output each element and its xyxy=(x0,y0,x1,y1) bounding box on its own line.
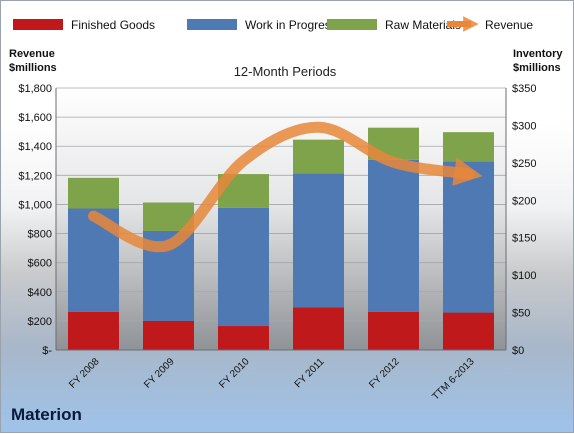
plot-area xyxy=(56,88,506,350)
bar-work-in-progress xyxy=(293,173,344,308)
legend-label-raw-materials: Raw Materials xyxy=(385,18,461,32)
right-tick-label: $50 xyxy=(512,308,530,320)
left-tick-label: $1,800 xyxy=(18,83,52,95)
left-tick-label: $400 xyxy=(28,287,52,299)
right-tick-label: $300 xyxy=(512,120,536,132)
right-axis-label-line2: $millions xyxy=(513,62,561,74)
legend-label-revenue: Revenue xyxy=(485,18,533,32)
revenue-line xyxy=(88,121,483,253)
legend-label-work-in-progress: Work in Progress xyxy=(245,18,337,32)
left-tick-label: $1,000 xyxy=(18,199,52,211)
bar-finished-goods xyxy=(368,311,419,350)
bar-work-in-progress xyxy=(443,161,494,313)
x-tick-label: FY 2010 xyxy=(217,356,252,391)
right-tick-label: $350 xyxy=(512,83,536,95)
left-tick-label: $1,200 xyxy=(18,170,52,182)
left-tick-label: $200 xyxy=(28,316,52,328)
chart-title: 12-Month Periods xyxy=(234,64,337,79)
bar-finished-goods xyxy=(143,320,194,350)
bar-raw-materials xyxy=(443,132,494,162)
right-tick-label: $100 xyxy=(512,270,536,282)
gridlines xyxy=(56,87,506,351)
x-tick-label: TTM 6-2013 xyxy=(430,356,477,403)
left-axis-label-line2: $millions xyxy=(9,62,57,74)
legend: Finished Goods Work in Progress Raw Materi… xyxy=(13,16,533,32)
bars xyxy=(68,127,494,350)
x-tick-label: FY 2011 xyxy=(293,356,327,390)
legend-swatch-work-in-progress xyxy=(187,19,237,30)
plot-background xyxy=(56,88,506,350)
legend-swatch-raw-materials xyxy=(327,19,377,30)
right-axis-label-line1: Inventory xyxy=(513,48,563,60)
company-name: Materion xyxy=(11,405,82,424)
left-axis-label-line1: Revenue xyxy=(9,48,55,60)
left-tick-label: $- xyxy=(42,345,52,357)
bar-raw-materials xyxy=(68,177,119,209)
right-tick-label: $250 xyxy=(512,158,536,170)
legend-label-finished-goods: Finished Goods xyxy=(71,18,155,32)
bar-raw-materials xyxy=(293,139,344,174)
left-tick-label: $600 xyxy=(28,258,52,270)
left-tick-label: $1,400 xyxy=(18,141,52,153)
right-tick-label: $200 xyxy=(512,195,536,207)
bar-finished-goods xyxy=(293,307,344,350)
x-tick-label: FY 2009 xyxy=(142,356,177,391)
x-tick-label: FY 2008 xyxy=(67,356,102,391)
bar-work-in-progress xyxy=(368,159,419,312)
bar-finished-goods xyxy=(68,311,119,350)
left-tick-label: $1,600 xyxy=(18,112,52,124)
revenue-line-layer xyxy=(88,121,483,253)
bar-finished-goods xyxy=(218,326,269,350)
x-tick-label: FY 2012 xyxy=(367,356,402,391)
bar-work-in-progress xyxy=(218,207,269,327)
legend-swatch-finished-goods xyxy=(13,19,63,30)
left-tick-label: $800 xyxy=(28,229,52,241)
right-tick-label: $0 xyxy=(512,345,524,357)
right-tick-label: $150 xyxy=(512,233,536,245)
bar-finished-goods xyxy=(443,312,494,350)
